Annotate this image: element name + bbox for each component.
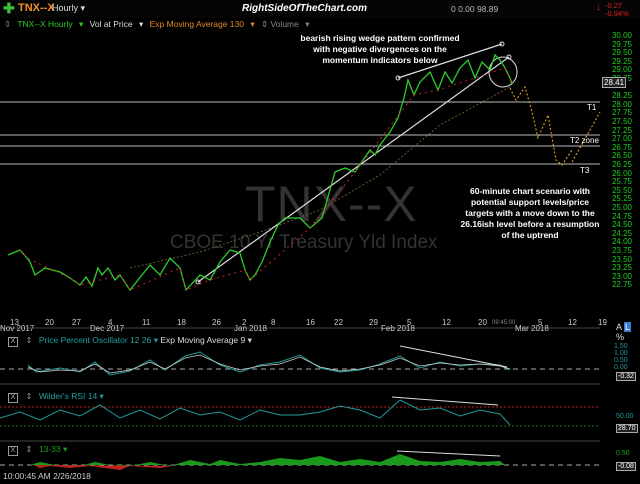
change-pct: -0.94% bbox=[605, 9, 629, 18]
close-panel-icon[interactable]: X bbox=[8, 393, 18, 403]
drag-handle-icon[interactable]: ⇕ bbox=[25, 391, 33, 401]
level-label-t3: T3 bbox=[580, 166, 590, 175]
level-label-t2: T2 zone bbox=[570, 136, 599, 145]
price-axis[interactable]: 30.00 29.75 29.50 29.25 29.00 28.75 28.2… bbox=[611, 31, 632, 290]
rsi-title[interactable]: Wilder's RSI 14 ▾ bbox=[38, 391, 104, 401]
drag-handle-icon[interactable]: ⇕ bbox=[25, 335, 33, 345]
close-panel-icon[interactable]: X bbox=[8, 337, 18, 347]
ind-last-label: -0.08 bbox=[616, 462, 636, 471]
ppo-last-label: -0.32 bbox=[616, 372, 636, 381]
quote-values: 0 0.00 98.89 bbox=[451, 4, 499, 14]
ppo-panel-header: X ⇕ Price Percent Oscillator 12 26 ▾ Exp… bbox=[8, 335, 252, 347]
scenario-annotation: 60-minute chart scenario with potential … bbox=[460, 186, 600, 240]
chart-legend: ⇕ TNX--X Hourly ▾ Vol at Price ▾ Exp Mov… bbox=[0, 19, 314, 31]
close-panel-icon[interactable]: X bbox=[8, 446, 18, 456]
drag-handle-icon[interactable]: ⇕ bbox=[4, 19, 12, 29]
ind-axis: 0.50 bbox=[616, 450, 630, 457]
timestamp: 10:00:45 AM 2/26/2018 bbox=[3, 471, 91, 481]
legend-item-vap[interactable]: Vol at Price ▾ bbox=[89, 19, 144, 29]
ppo-axis: 1.50 1.00 0.50 0.00 bbox=[614, 343, 628, 371]
wedge-annotation: bearish rising wedge pattern confirmed w… bbox=[300, 33, 460, 65]
header-bar: ✚ TNX--X Hourly ▾ RightSideOfTheChart.co… bbox=[0, 0, 640, 18]
symbol-label[interactable]: TNX--X bbox=[18, 2, 55, 14]
level-label-t1: T1 bbox=[587, 103, 597, 112]
scale-log-button[interactable]: L bbox=[624, 322, 632, 332]
last-price-label: 28.41 bbox=[602, 77, 627, 88]
ind-panel-header: X ⇕ 13-33 ▾ bbox=[8, 444, 67, 456]
rsi-last-label: 28.70 bbox=[616, 424, 638, 433]
watermark-name: CBOE 10 Yr Treasury Yld Index bbox=[170, 232, 438, 253]
ppo-title[interactable]: Price Percent Oscillator 12 26 ▾ bbox=[38, 335, 158, 345]
time-axis[interactable]: 13 20 27 4 11 18 26 2 8 16 22 29 5 12 20… bbox=[0, 318, 607, 333]
legend-item-ema[interactable]: Exp Moving Average 130 ▾ bbox=[149, 19, 255, 29]
ind-title[interactable]: 13-33 ▾ bbox=[38, 444, 68, 454]
scale-buttons: A L % bbox=[616, 322, 640, 342]
ppo-overlay-title[interactable]: Exp Moving Average 9 ▾ bbox=[160, 335, 252, 345]
rsi-panel-header: X ⇕ Wilder's RSI 14 ▾ bbox=[8, 391, 104, 403]
scale-auto-button[interactable]: A bbox=[616, 322, 622, 332]
legend-item-price[interactable]: TNX--X Hourly ▾ bbox=[17, 19, 84, 29]
interval-dropdown[interactable]: Hourly ▾ bbox=[52, 3, 86, 13]
brand-watermark: RightSideOfTheChart.com bbox=[242, 3, 368, 14]
legend-item-volume[interactable]: ⇕ Volume ▾ bbox=[261, 19, 310, 29]
scale-percent-button[interactable]: % bbox=[616, 332, 625, 342]
drag-handle-icon[interactable]: ⇕ bbox=[25, 444, 33, 454]
change-values: -0.27 -0.94% bbox=[605, 2, 629, 18]
add-symbol-icon[interactable]: ✚ bbox=[3, 0, 15, 16]
change-abs: -0.27 bbox=[605, 1, 623, 10]
down-arrow-icon: ↓ bbox=[596, 2, 601, 13]
rsi-axis: 50.00 bbox=[616, 413, 634, 420]
